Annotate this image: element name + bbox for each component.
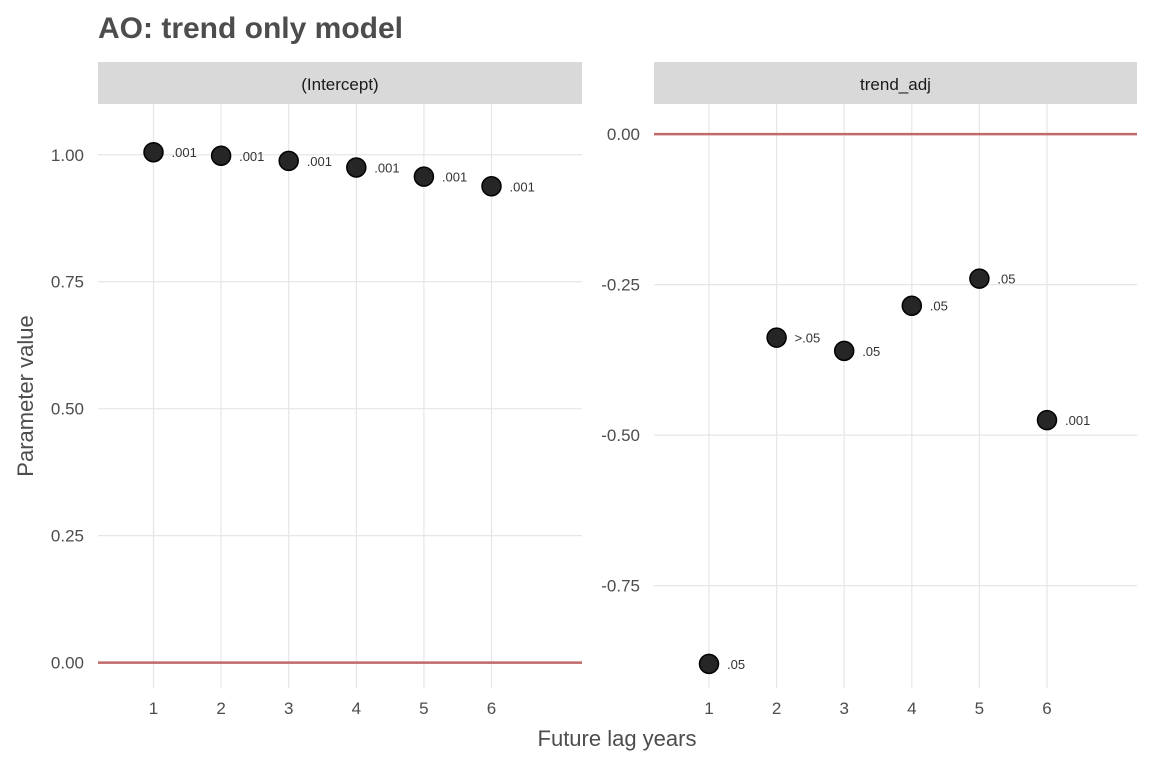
y-tick-label: 0.00: [607, 125, 640, 144]
x-tick-label: 5: [419, 699, 428, 718]
y-tick-labels-trend-adj: -0.75 -0.50 -0.25 0.00: [601, 125, 640, 596]
x-tick-labels-trend-adj: 1 2 3 4 5 6: [704, 699, 1051, 718]
panel-grid-trend-adj: [654, 104, 1137, 688]
data-point: [1036, 409, 1058, 431]
point-p-value-label: .001: [374, 160, 399, 175]
data-point: [481, 176, 502, 197]
y-tick-label: 0.25: [51, 527, 84, 546]
data-point: [143, 141, 164, 163]
y-tick-label: 1.00: [51, 146, 84, 165]
x-tick-label: 3: [284, 699, 293, 718]
x-tick-label: 1: [149, 699, 158, 718]
y-tick-label: 0.00: [51, 654, 84, 673]
data-point: [901, 295, 923, 316]
y-axis-title: Parameter value: [13, 315, 38, 476]
y-tick-label: -0.50: [601, 426, 640, 445]
data-point: [278, 150, 299, 172]
point-p-value-label: >.05: [795, 331, 821, 346]
x-tick-label: 1: [704, 699, 713, 718]
x-tick-label: 3: [839, 699, 848, 718]
y-tick-label: -0.25: [601, 276, 640, 295]
data-point: [346, 157, 367, 178]
data-point: [766, 327, 787, 348]
y-tick-label: 0.50: [51, 400, 84, 419]
data-point: [210, 145, 232, 167]
panel-strip-trend-adj: [654, 62, 1137, 104]
panel-strip-label-intercept: (Intercept): [301, 75, 378, 94]
panel-trend-adj: trend_adj -0.75 -0.50 -0.25 0.00 1 2 3 4 5 6 .05…: [601, 62, 1137, 718]
x-tick-labels-intercept: 1 2 3 4 5 6: [149, 699, 496, 718]
y-tick-label: -0.75: [601, 577, 640, 596]
x-tick-label: 2: [772, 699, 781, 718]
data-point: [698, 653, 720, 675]
point-p-value-label: .05: [997, 272, 1015, 287]
point-p-value-label: .001: [307, 154, 332, 169]
x-tick-label: 6: [1042, 699, 1051, 718]
chart-title: AO: trend only model: [98, 12, 403, 45]
data-points-intercept: .001 .001 .001 .001 .001 .001: [143, 141, 535, 197]
x-tick-label: 5: [975, 699, 984, 718]
point-p-value-label: .001: [1065, 413, 1090, 428]
x-tick-label: 4: [352, 699, 361, 718]
panel-strip-intercept: [98, 62, 582, 104]
point-p-value-label: .001: [239, 149, 264, 164]
panel-strip-label-trend-adj: trend_adj: [860, 75, 931, 94]
x-tick-label: 4: [907, 699, 916, 718]
point-p-value-label: .05: [862, 344, 880, 359]
data-points-trend-adj: .05 >.05 .05 .05 .05 .001: [698, 268, 1090, 675]
x-tick-label: 6: [487, 699, 496, 718]
y-tick-label: 0.75: [51, 273, 84, 292]
x-tick-label: 2: [216, 699, 225, 718]
data-point: [969, 268, 990, 289]
point-p-value-label: .001: [510, 179, 535, 194]
data-point: [833, 340, 855, 362]
point-p-value-label: .001: [442, 170, 467, 185]
point-p-value-label: .001: [172, 145, 197, 160]
point-p-value-label: .05: [727, 657, 745, 672]
data-point: [413, 166, 435, 187]
x-axis-title: Future lag years: [538, 726, 697, 751]
y-tick-labels-intercept: 0.00 0.25 0.50 0.75 1.00: [51, 146, 84, 673]
panel-grid-intercept: [98, 104, 582, 688]
point-p-value-label: .05: [930, 299, 948, 314]
